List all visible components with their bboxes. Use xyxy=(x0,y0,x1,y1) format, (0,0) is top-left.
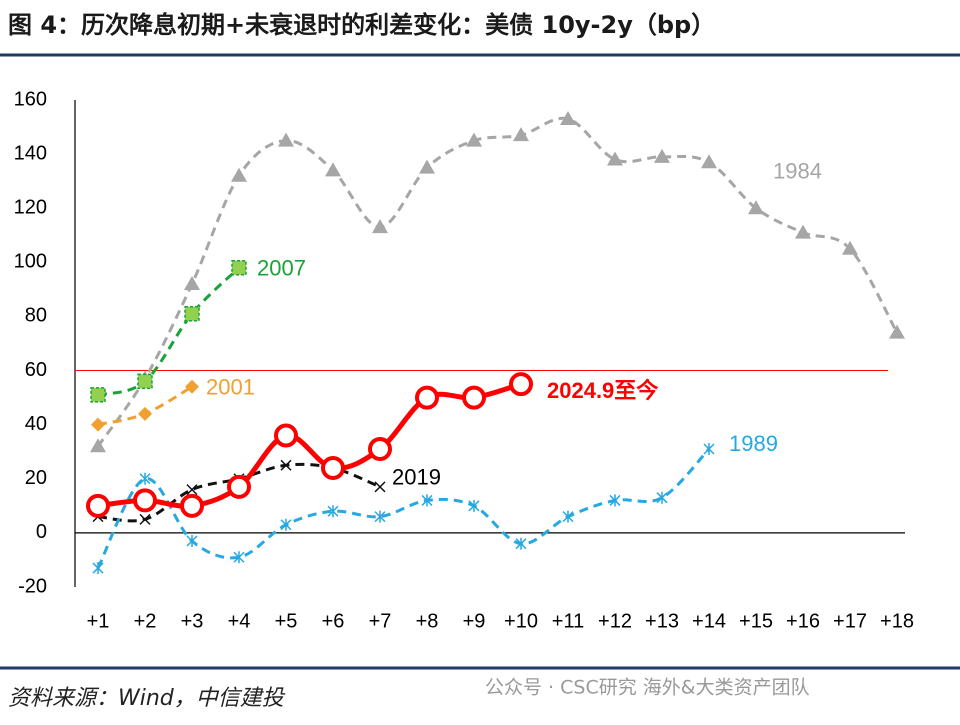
x-tick-label: +1 xyxy=(87,610,110,632)
marker xyxy=(91,417,105,432)
series-line xyxy=(97,381,522,509)
series-label: 2007 xyxy=(257,256,306,281)
marker xyxy=(462,385,486,410)
marker xyxy=(372,219,388,234)
x-tick-label: +6 xyxy=(322,610,345,632)
marker xyxy=(137,373,153,390)
marker xyxy=(560,110,576,125)
marker xyxy=(654,148,670,163)
x-tick-label: +15 xyxy=(739,610,773,632)
watermark: 公众号 · CSC研究 海外&大类资产团队 xyxy=(485,677,810,699)
y-tick-label: -20 xyxy=(18,575,47,597)
marker xyxy=(92,562,104,575)
marker xyxy=(139,472,151,485)
marker xyxy=(133,488,157,513)
y-tick-label: 140 xyxy=(14,142,47,164)
marker xyxy=(280,518,292,531)
series-label: 1989 xyxy=(729,431,778,456)
marker xyxy=(227,474,251,499)
marker xyxy=(415,385,439,410)
x-tick-label: +9 xyxy=(463,610,486,632)
series-label: 2024.9至今 xyxy=(547,378,658,403)
y-tick-label: 60 xyxy=(25,359,47,381)
marker xyxy=(90,387,106,403)
source: 资料来源：Wind，中信建投 xyxy=(8,686,286,711)
marker xyxy=(419,159,435,174)
y-tick-label: 20 xyxy=(25,467,47,489)
marker xyxy=(513,127,529,142)
x-tick-label: +3 xyxy=(181,610,204,632)
series-label: 1984 xyxy=(773,158,822,183)
y-tick-label: 40 xyxy=(25,413,47,435)
marker xyxy=(180,493,204,518)
x-tick-label: +18 xyxy=(880,610,914,632)
marker xyxy=(562,510,574,523)
marker xyxy=(278,132,294,147)
x-tick-label: +13 xyxy=(645,610,679,632)
marker xyxy=(701,154,717,169)
marker xyxy=(90,438,106,453)
marker xyxy=(421,494,433,507)
x-tick-label: +5 xyxy=(275,610,298,632)
x-tick-label: +7 xyxy=(369,610,392,632)
marker xyxy=(656,491,668,504)
marker xyxy=(842,240,858,255)
series-line xyxy=(96,447,711,569)
marker xyxy=(607,151,623,166)
marker xyxy=(138,406,152,421)
x-tick-label: +11 xyxy=(552,610,584,632)
series-label: 2019 xyxy=(392,465,441,490)
marker xyxy=(325,162,341,177)
marker xyxy=(466,132,482,147)
x-tick-label: +12 xyxy=(598,610,632,632)
y-tick-label: 120 xyxy=(14,197,47,219)
marker xyxy=(321,455,345,480)
x-tick-label: +10 xyxy=(504,610,538,632)
x-tick-label: +17 xyxy=(833,610,867,632)
y-tick-label: 0 xyxy=(36,521,47,543)
marker xyxy=(374,481,386,493)
x-tick-label: +2 xyxy=(134,610,157,632)
marker xyxy=(274,423,298,448)
marker xyxy=(509,372,533,397)
marker xyxy=(468,499,480,512)
y-tick-label: 160 xyxy=(14,88,47,110)
x-tick-label: +14 xyxy=(692,610,726,632)
marker xyxy=(186,484,198,496)
y-tick-label: 80 xyxy=(25,305,47,327)
y-tick-label: 100 xyxy=(14,251,47,273)
marker xyxy=(368,437,392,462)
marker xyxy=(231,167,247,182)
marker xyxy=(280,459,292,471)
marker xyxy=(184,275,200,290)
marker xyxy=(185,379,199,394)
chart-title: 图 4：历次降息初期+未衰退时的利差变化：美债 10y-2y（bp） xyxy=(8,11,715,39)
series-line xyxy=(97,266,241,397)
marker xyxy=(139,513,151,525)
x-tick-label: +16 xyxy=(786,610,820,632)
marker xyxy=(515,537,527,550)
x-tick-label: +8 xyxy=(416,610,439,632)
marker xyxy=(233,551,245,564)
marker xyxy=(609,494,621,507)
marker xyxy=(184,305,200,322)
marker xyxy=(374,510,386,523)
marker xyxy=(703,443,715,456)
marker xyxy=(748,200,764,215)
marker xyxy=(186,535,198,548)
marker xyxy=(795,224,811,239)
marker xyxy=(327,505,339,518)
marker xyxy=(231,259,247,276)
series-label: 2001 xyxy=(206,375,255,400)
x-tick-label: +4 xyxy=(228,610,251,632)
marker xyxy=(86,493,110,518)
marker xyxy=(889,324,905,339)
